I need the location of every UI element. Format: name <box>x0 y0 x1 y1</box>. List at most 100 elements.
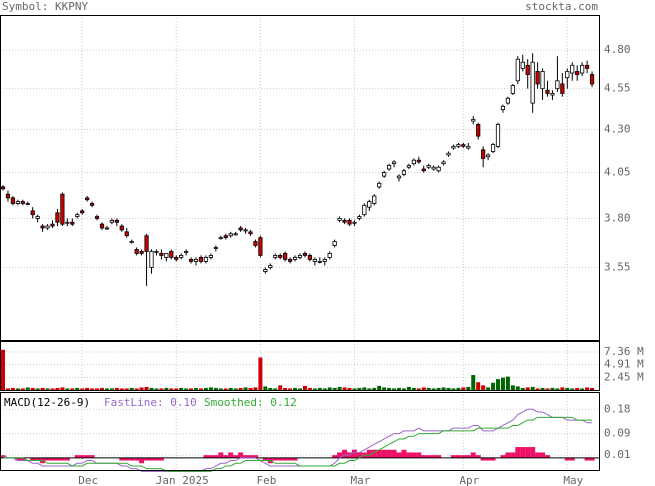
candle-body <box>174 256 179 260</box>
volume-bar <box>441 387 446 390</box>
candle-body <box>476 123 481 137</box>
candle-body <box>515 58 520 82</box>
macd-histogram-bar <box>272 457 278 461</box>
volume-bar <box>451 388 456 390</box>
candle-body <box>94 216 100 219</box>
macd-histogram-bar <box>421 455 427 458</box>
volume-bar <box>80 388 85 390</box>
candle-body <box>213 247 218 249</box>
candle-body <box>243 229 248 232</box>
candle-body <box>90 203 95 206</box>
macd-histogram-bar <box>371 449 377 458</box>
candle-body <box>104 227 110 230</box>
volume-bar <box>70 388 75 390</box>
candle-body <box>15 201 20 204</box>
macd-histogram-bar <box>223 455 229 458</box>
candle-body <box>297 254 303 258</box>
y-tick-label: 7.36 M <box>604 345 644 358</box>
volume-bar <box>233 388 238 390</box>
volume-bar <box>124 388 129 390</box>
volume-bar <box>199 388 203 390</box>
macd-histogram-bar <box>144 457 150 461</box>
macd-histogram-bar <box>510 452 516 458</box>
volume-bar <box>293 387 298 390</box>
macd-histogram-bar <box>243 455 249 458</box>
volume-bar <box>129 387 134 390</box>
y-tick-label: 0.01 <box>604 448 631 461</box>
x-tick-label: Feb <box>256 474 276 486</box>
candle-body <box>411 159 416 165</box>
volume-bar <box>263 386 268 390</box>
volume-bar <box>530 386 535 390</box>
volume-bar <box>298 388 302 390</box>
volume-bar <box>525 387 530 390</box>
macd-histogram-bar <box>431 455 437 458</box>
macd-histogram-bar <box>84 455 90 458</box>
candle-body <box>535 71 540 85</box>
volume-bar <box>243 387 248 390</box>
volume-bar <box>60 387 65 390</box>
candle-body <box>75 214 80 217</box>
candle-body <box>451 145 456 149</box>
macd-histogram-bar <box>287 457 293 461</box>
volume-bar <box>392 388 397 390</box>
volume-bar <box>10 387 15 390</box>
candle-body <box>565 71 570 79</box>
macd-histogram-bar <box>376 449 382 458</box>
volume-bar <box>476 382 481 390</box>
volume-bar <box>20 388 25 390</box>
volume-bar <box>367 388 372 390</box>
volume-bar <box>144 386 149 390</box>
macd-histogram-bar <box>332 455 338 458</box>
volume-bar <box>491 382 496 390</box>
volume-bar <box>377 385 382 390</box>
y-tick-label: 4.30 <box>604 122 631 135</box>
candle-body <box>238 227 243 231</box>
volume-bar <box>312 388 317 390</box>
macd-histogram-bar <box>124 457 130 461</box>
macd-histogram-bar <box>406 452 412 458</box>
candle-body <box>386 165 392 170</box>
candle-body <box>203 256 209 262</box>
candle-body <box>352 221 357 224</box>
candle-body <box>188 259 194 262</box>
volume-bar <box>500 377 505 390</box>
candle-body <box>545 89 550 94</box>
candle-body <box>134 249 139 254</box>
candle-body <box>228 233 233 237</box>
macd-histogram-bar <box>45 457 51 461</box>
macd-histogram-bar <box>500 455 506 458</box>
x-tick-label: May <box>563 474 583 486</box>
candle-body <box>253 241 258 246</box>
volume-bar <box>496 379 500 390</box>
candle-body <box>283 253 288 260</box>
candle-body <box>154 251 159 253</box>
macd-histogram-bar <box>30 457 36 461</box>
candle-body <box>530 61 535 104</box>
candle-body <box>85 197 90 201</box>
volume-bar <box>30 387 35 390</box>
candle-body <box>114 219 119 223</box>
macd-histogram-bar <box>470 452 476 458</box>
volume-bar <box>515 386 520 390</box>
candle-body <box>263 269 268 272</box>
volume-bar <box>332 387 337 390</box>
candle-body <box>337 218 342 221</box>
macd-histogram-bar <box>436 455 442 458</box>
macd-histogram-bar <box>426 455 432 458</box>
symbol-label: Symbol: KKPNY <box>2 0 88 13</box>
volume-bar <box>238 387 243 390</box>
candle-body <box>50 223 55 227</box>
macd-title: MACD(12-26-9) <box>4 396 90 409</box>
candle-body <box>481 149 486 159</box>
macd-histogram-bar <box>386 449 392 458</box>
volume-bar <box>466 386 471 390</box>
candle-body <box>169 251 174 258</box>
macd-histogram-bar <box>79 455 85 458</box>
y-tick-label: 0.18 <box>604 402 631 415</box>
volume-bar <box>382 387 387 390</box>
candle-body <box>60 193 65 225</box>
macd-histogram-bar <box>282 457 288 461</box>
candle-body <box>312 259 317 262</box>
volume-bar <box>486 387 491 390</box>
